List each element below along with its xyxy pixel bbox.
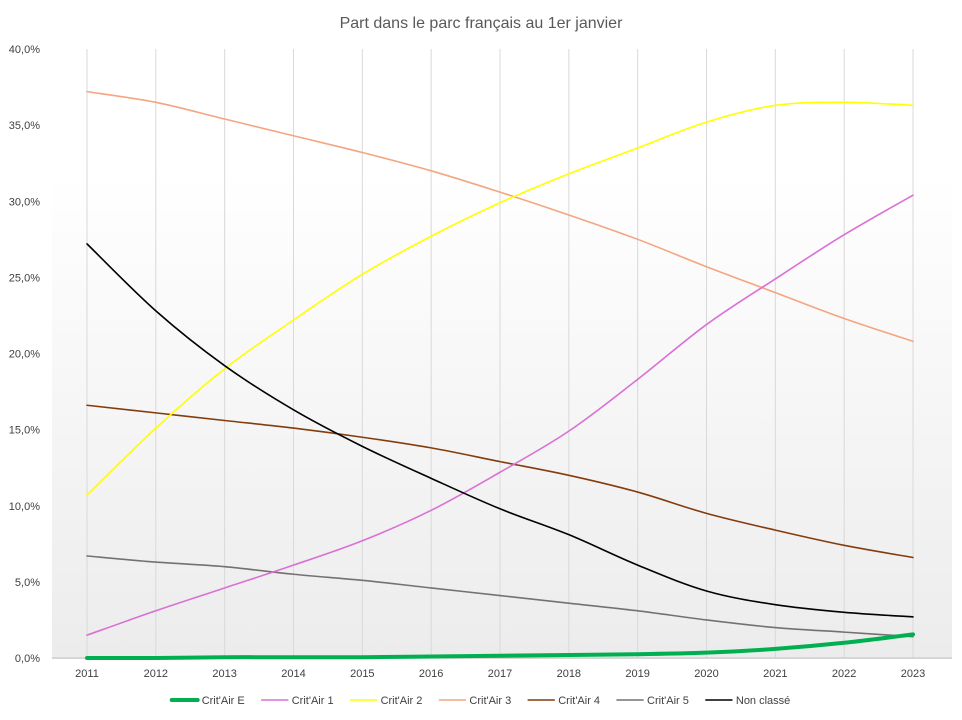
series-line-crit-air-e (85, 632, 915, 661)
series-lines (85, 90, 915, 661)
y-tick-label: 5,0% (15, 577, 40, 589)
legend-item: Crit'Air E (169, 695, 245, 707)
legend-item: Crit'Air 5 (616, 695, 689, 707)
y-tick-label: 10,0% (9, 501, 40, 513)
legend-label: Crit'Air 1 (292, 695, 334, 707)
legend-item: Crit'Air 3 (438, 695, 511, 707)
x-tick-label: 2022 (832, 668, 856, 680)
legend-item: Crit'Air 2 (349, 695, 423, 707)
legend-label: Crit'Air 2 (381, 695, 423, 707)
x-tick-label: 2012 (144, 668, 168, 680)
series-line-crit-air-2 (86, 101, 914, 496)
plot-area (52, 48, 952, 659)
legend-label: Non classé (736, 695, 790, 707)
y-tick-label: 25,0% (9, 272, 40, 284)
legend-item: Crit'Air 1 (260, 695, 334, 707)
legend-item: Non classé (705, 695, 790, 707)
series-line-crit-air-5 (86, 555, 914, 638)
x-tick-label: 2018 (557, 668, 581, 680)
series-line-non-class- (86, 243, 914, 618)
legend-item: Crit'Air 4 (527, 695, 600, 707)
x-tick-label: 2011 (75, 668, 99, 680)
series-line-crit-air-1 (86, 194, 914, 636)
x-tick-label: 2023 (901, 668, 925, 680)
x-axis-ticks: 2011 2012 2013 2014 2015 2016 2017 2018 2019 2020… (75, 668, 925, 680)
x-tick-label: 2015 (350, 668, 374, 680)
legend-label: Crit'Air E (202, 695, 245, 707)
x-tick-label: 2014 (281, 668, 305, 680)
y-tick-label: 40,0% (9, 44, 40, 56)
legend-label: Crit'Air 5 (647, 695, 689, 707)
legend: Crit'Air E Crit'Air 1 Crit'Air 2 Crit'Air 3… (169, 695, 790, 707)
series-line-crit-air-3 (86, 90, 914, 343)
x-tick-label: 2020 (694, 668, 718, 680)
chart-title: Part dans le parc français au 1er janvie… (340, 15, 623, 32)
x-tick-label: 2013 (212, 668, 236, 680)
y-axis-ticks: 0,0% 5,0% 10,0% 15,0% 20,0% 25,0% 30,0% 35,0% 40… (9, 44, 40, 665)
x-tick-label: 2017 (488, 668, 512, 680)
x-tick-label: 2016 (419, 668, 443, 680)
y-tick-label: 20,0% (9, 349, 40, 361)
y-tick-label: 0,0% (15, 653, 40, 665)
y-tick-label: 30,0% (9, 196, 40, 208)
y-tick-label: 15,0% (9, 425, 40, 437)
x-tick-label: 2019 (625, 668, 649, 680)
x-tick-label: 2021 (763, 668, 787, 680)
legend-label: Crit'Air 3 (469, 695, 511, 707)
legend-label: Crit'Air 4 (558, 695, 600, 707)
y-tick-label: 35,0% (9, 120, 40, 132)
series-line-crit-air-4 (86, 404, 914, 559)
gridlines (52, 49, 952, 659)
